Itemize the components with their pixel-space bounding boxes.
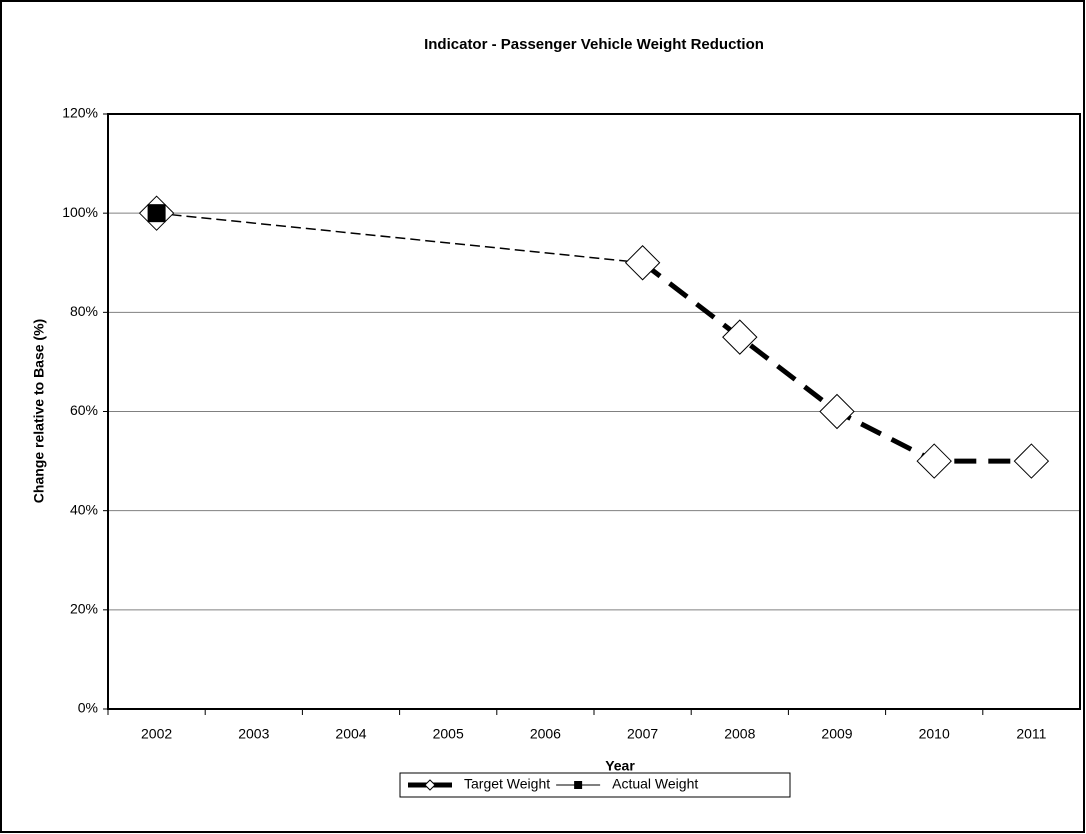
marker-diamond [624,245,661,281]
y-tick-label: 120% [62,105,98,121]
y-tick-label: 80% [70,303,98,319]
marker-diamond [819,393,855,430]
legend-marker [574,781,583,789]
x-tick-label: 2011 [1016,726,1046,742]
chart-title: Indicator - Passenger Vehicle Weight Red… [424,36,764,53]
x-tick-label: 2009 [821,726,852,742]
x-tick-label: 2008 [724,726,755,742]
x-tick-label: 2010 [919,726,950,742]
x-axis-label: Year [605,758,635,774]
legend-label: Actual Weight [612,776,698,792]
y-tick-label: 40% [70,501,98,517]
x-tick-label: 2003 [238,726,269,742]
y-tick-label: 100% [62,204,98,220]
marker-diamond [1013,443,1050,479]
y-tick-label: 20% [70,601,98,617]
y-tick-label: 60% [70,402,98,418]
gap-connector [156,212,643,264]
marker-diamond [722,319,758,355]
x-tick-label: 2005 [433,726,464,742]
x-tick-label: 2007 [627,726,658,742]
marker-square [147,204,166,223]
y-axis-label: Change relative to Base (%) [31,319,47,503]
x-tick-label: 2006 [530,726,561,742]
x-tick-label: 2002 [141,726,172,742]
marker-diamond [916,443,952,479]
x-tick-label: 2004 [335,726,366,742]
legend-label: Target Weight [464,776,550,792]
y-tick-label: 0% [78,700,98,716]
legend-marker [424,779,436,791]
